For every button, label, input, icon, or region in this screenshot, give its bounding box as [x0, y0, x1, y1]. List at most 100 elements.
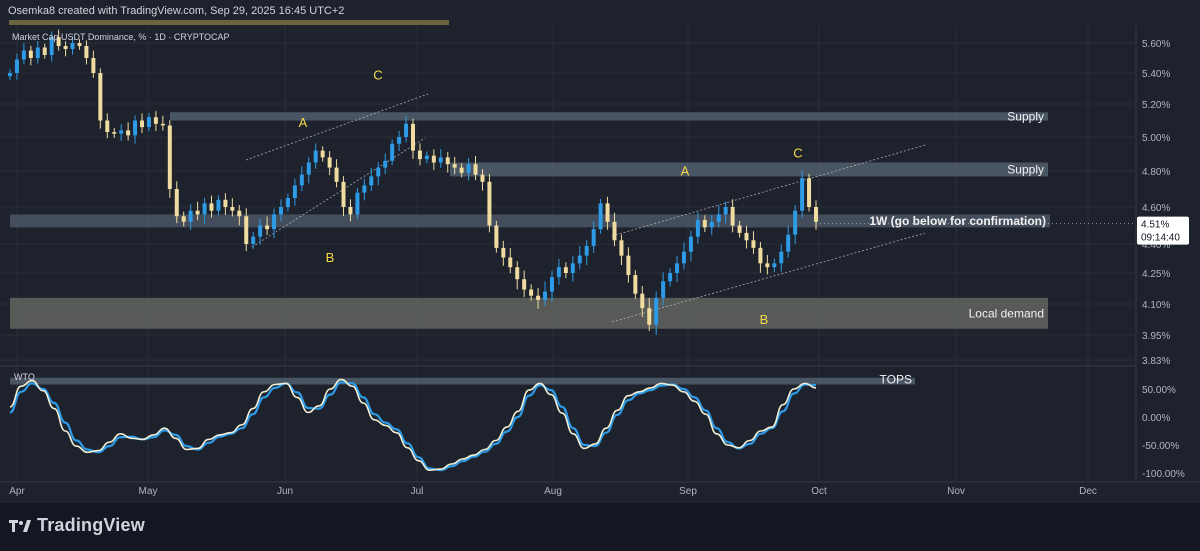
weekly-level-zone-label: 1W (go below for confirmation)	[869, 214, 1046, 228]
candle-body	[709, 221, 714, 228]
candle-body	[77, 43, 82, 46]
candle-body	[779, 251, 784, 264]
candle-body	[334, 167, 339, 182]
candle-body	[348, 207, 353, 215]
candle-body	[341, 181, 346, 207]
candle-body	[508, 257, 513, 268]
candle-body	[223, 199, 228, 207]
candle-body	[265, 225, 270, 230]
last-price-tag	[1137, 216, 1189, 245]
candle-body	[126, 130, 131, 136]
candle-body	[42, 47, 47, 55]
candle-body	[619, 240, 624, 256]
candle-body	[160, 123, 165, 126]
candle-body	[480, 174, 485, 182]
candle-body	[536, 295, 541, 300]
x-tick-label-aug: Aug	[544, 486, 562, 497]
candle-body	[605, 203, 610, 222]
candle-body	[529, 289, 534, 296]
wave-label-c: C	[793, 146, 802, 161]
candle-body	[376, 167, 381, 177]
candle-body	[591, 229, 596, 246]
channel-line	[245, 93, 429, 161]
local-demand-zone	[10, 297, 1048, 329]
candle-body	[438, 157, 443, 163]
candle-body	[570, 263, 575, 273]
wto-fast-line	[9, 378, 817, 472]
supply-zone-upper	[170, 112, 1048, 121]
candle-body	[612, 221, 617, 241]
candle-body	[313, 150, 318, 163]
candle-body	[633, 275, 638, 294]
candle-body	[49, 37, 54, 55]
candle-body	[188, 210, 193, 222]
tradingview-logo-icon	[9, 519, 31, 532]
candle-body	[216, 199, 221, 211]
candle-body	[459, 167, 464, 173]
supply-zone-upper-label: Supply	[1007, 109, 1044, 123]
wto-title: WTO	[14, 372, 35, 382]
weekly-level-zone	[10, 214, 1050, 228]
wave-label-a: A	[681, 163, 690, 178]
candle-body	[737, 225, 742, 233]
countdown-value: 09:14:40	[1141, 233, 1180, 244]
candle-body	[515, 267, 520, 280]
supply-zone-lower-label: Supply	[1007, 162, 1044, 176]
candle-body	[320, 150, 325, 158]
candle-body	[772, 263, 777, 268]
candle-body	[299, 174, 304, 186]
candle-body	[702, 219, 707, 228]
wto-tick-label: -50.00%	[1142, 441, 1179, 452]
candle-body	[390, 143, 395, 161]
candle-body	[522, 279, 527, 290]
wto-indicator-layer	[9, 378, 817, 472]
y-tick-label: 5.00%	[1142, 133, 1170, 144]
x-tick-label-sep: Sep	[679, 486, 697, 497]
y-tick-label: 4.60%	[1142, 203, 1170, 214]
candle-body	[751, 240, 756, 248]
tops-zone-label: TOPS	[880, 373, 912, 387]
candles-layer	[8, 29, 818, 335]
candle-body	[466, 164, 471, 173]
x-tick-label-nov: Nov	[947, 486, 965, 497]
candle-body	[688, 236, 693, 252]
candle-body	[383, 160, 388, 168]
candle-body	[640, 293, 645, 309]
candle-body	[668, 273, 673, 282]
candle-body	[723, 207, 728, 215]
y-tick-label: 5.40%	[1142, 69, 1170, 80]
zones-layer	[10, 112, 1136, 385]
candle-body	[793, 210, 798, 235]
candle-body	[21, 50, 26, 60]
y-tick-label: 3.83%	[1142, 356, 1170, 367]
candle-body	[292, 185, 297, 198]
candle-body	[272, 214, 277, 230]
candle-body	[577, 255, 582, 264]
brand-name: TradingView	[37, 515, 145, 535]
candle-body	[14, 59, 19, 73]
candle-body	[119, 130, 124, 134]
candle-body	[244, 216, 249, 244]
candle-body	[494, 225, 499, 248]
candle-body	[452, 164, 457, 168]
y-tick-label: 4.25%	[1142, 269, 1170, 280]
candle-body	[744, 232, 749, 241]
y-tick-label: 4.40%	[1142, 240, 1170, 251]
candle-body	[765, 263, 770, 268]
tradingview-logo[interactable]: TradingView	[9, 515, 145, 536]
chart-canvas: Supply Supply 1W (go below for confirmatio…	[0, 20, 1200, 497]
wto-tick-label: -100.00%	[1142, 469, 1185, 480]
candle-body	[285, 198, 290, 207]
candle-body	[230, 207, 235, 211]
candle-body	[424, 155, 429, 160]
candle-body	[473, 164, 478, 175]
candle-body	[556, 267, 561, 278]
y-tick-label: 4.80%	[1142, 167, 1170, 178]
candle-body	[397, 137, 402, 144]
candle-body	[758, 247, 763, 264]
candle-body	[431, 155, 436, 163]
candle-body	[91, 58, 96, 73]
local-demand-zone-label: Local demand	[969, 306, 1044, 320]
candle-body	[355, 192, 360, 215]
